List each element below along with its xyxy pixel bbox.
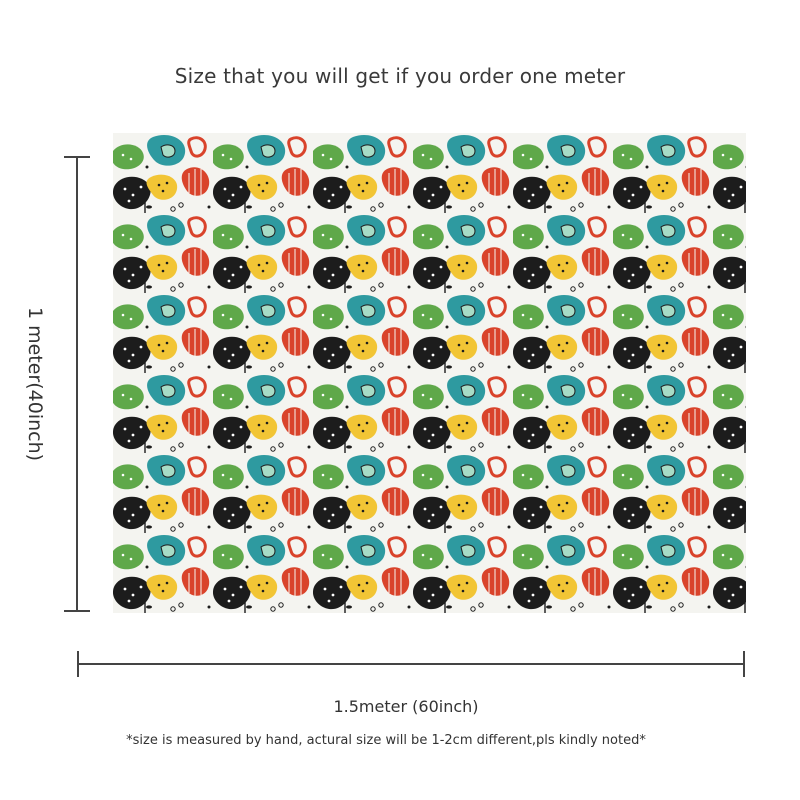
fabric-pattern-preview xyxy=(113,133,746,613)
size-note: *size is measured by hand, actural size … xyxy=(126,733,646,748)
height-dimension-top-cap xyxy=(64,156,90,158)
width-dimension-label: 1.5meter (60inch) xyxy=(333,697,479,716)
page-title: Size that you will get if you order one … xyxy=(174,64,626,88)
height-dimension-line xyxy=(76,157,78,611)
width-dimension-right-cap xyxy=(743,651,745,677)
width-dimension-line xyxy=(78,663,744,665)
fabric-pattern-image xyxy=(113,133,746,613)
height-dimension-label: 1 meter(40inch) xyxy=(24,306,46,462)
height-dimension-bottom-cap xyxy=(64,610,90,612)
width-dimension-left-cap xyxy=(77,651,79,677)
